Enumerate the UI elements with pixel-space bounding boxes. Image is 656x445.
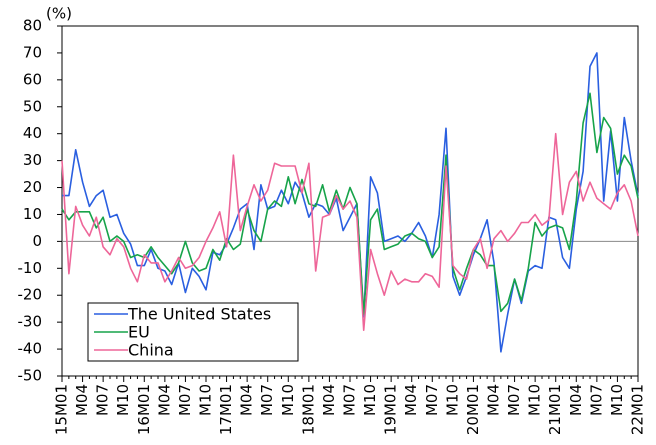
x-tick-label: M10 bbox=[361, 384, 379, 416]
x-tick-label: M10 bbox=[197, 384, 215, 416]
x-tick-label: M07 bbox=[423, 384, 441, 416]
series-line bbox=[61, 92, 639, 315]
y-tick-label: -10 bbox=[18, 259, 43, 277]
x-tick-label: 22M01 bbox=[629, 384, 647, 435]
y-axis-label: (%) bbox=[46, 5, 72, 23]
x-tick-label: M04 bbox=[567, 384, 585, 416]
y-tick-label: 30 bbox=[23, 151, 42, 169]
x-tick-label: M10 bbox=[443, 384, 461, 416]
y-tick-label: 10 bbox=[23, 205, 42, 223]
y-tick-label: -20 bbox=[18, 286, 43, 304]
x-tick-label: M07 bbox=[94, 384, 112, 416]
x-tick-label: 21M01 bbox=[546, 384, 564, 435]
x-tick-label: M04 bbox=[485, 384, 503, 416]
x-tick-label: M07 bbox=[587, 384, 605, 416]
x-tick-label: 15M01 bbox=[53, 384, 71, 435]
x-tick-label: M07 bbox=[341, 384, 359, 416]
y-tick-label: -40 bbox=[18, 340, 43, 358]
y-tick-label: 80 bbox=[23, 17, 42, 35]
legend-label: China bbox=[128, 341, 174, 360]
y-tick-label: 50 bbox=[23, 97, 42, 115]
x-tick-label: M04 bbox=[402, 384, 420, 416]
y-tick-label: -50 bbox=[18, 367, 43, 385]
x-tick-label: M10 bbox=[526, 384, 544, 416]
x-tick-label: M04 bbox=[320, 384, 338, 416]
x-tick-label: M04 bbox=[73, 384, 91, 416]
y-tick-label: 60 bbox=[23, 70, 42, 88]
x-tick-label: 19M01 bbox=[382, 384, 400, 435]
y-tick-label: 70 bbox=[23, 43, 42, 61]
x-tick-label: M07 bbox=[258, 384, 276, 416]
series-line bbox=[62, 52, 639, 353]
x-tick-label: 16M01 bbox=[135, 384, 153, 435]
x-tick-label: M10 bbox=[279, 384, 297, 416]
y-tick-label: 40 bbox=[23, 124, 42, 142]
x-tick-label: 17M01 bbox=[217, 384, 235, 435]
x-tick-label: M07 bbox=[176, 384, 194, 416]
x-tick-label: M04 bbox=[155, 384, 173, 416]
series-line bbox=[61, 132, 639, 331]
x-tick-label: 18M01 bbox=[299, 384, 317, 435]
legend-label: EU bbox=[128, 323, 150, 342]
x-tick-label: M07 bbox=[505, 384, 523, 416]
x-tick-label: 20M01 bbox=[464, 384, 482, 435]
y-tick-label: -30 bbox=[18, 313, 43, 331]
x-tick-label: M10 bbox=[608, 384, 626, 416]
x-tick-label: M10 bbox=[114, 384, 132, 416]
y-tick-label: 20 bbox=[23, 178, 42, 196]
legend-label: The United States bbox=[127, 305, 271, 324]
y-tick-label: 0 bbox=[32, 232, 42, 250]
x-tick-label: M04 bbox=[238, 384, 256, 416]
